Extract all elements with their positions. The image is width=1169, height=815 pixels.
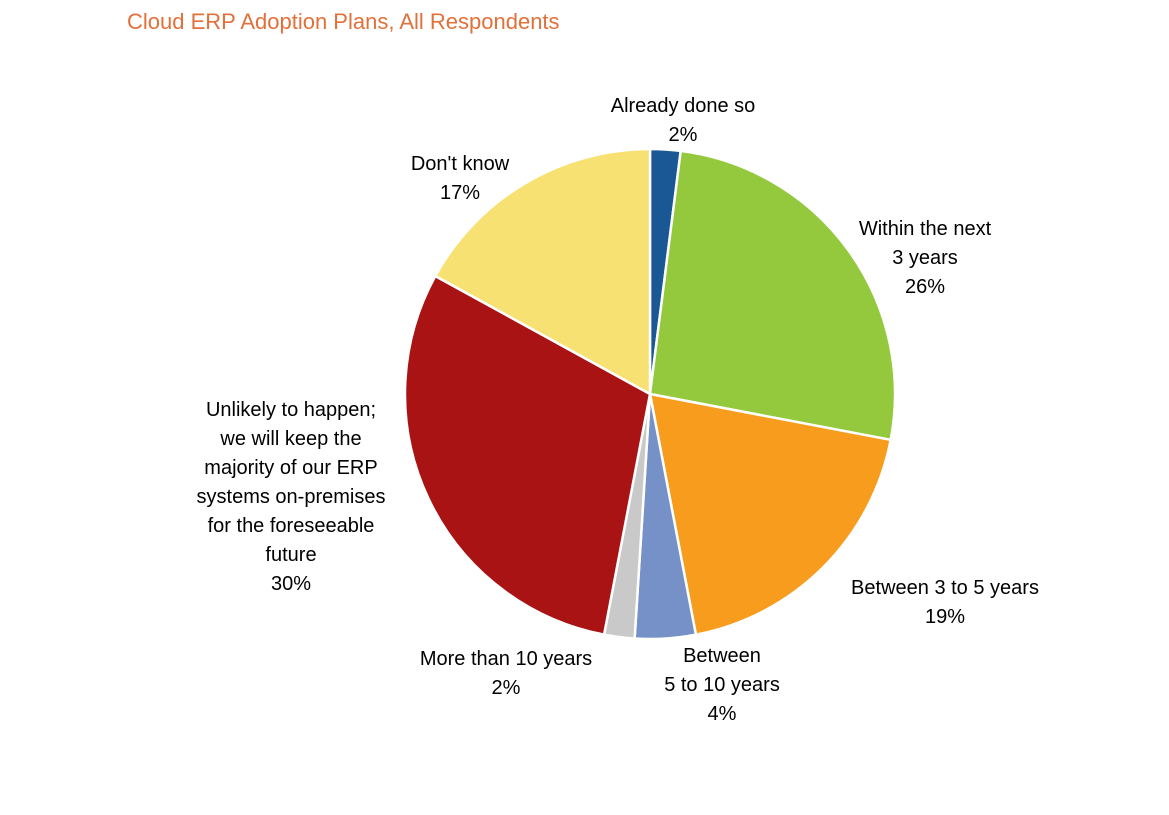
pie-slice-within-3-years [648, 149, 897, 442]
pie-slice-dont-know [434, 147, 652, 396]
chart-title: Cloud ERP Adoption Plans, All Respondent… [127, 9, 560, 34]
pie-slice-unlikely [403, 274, 652, 636]
pie-slice-between-3-5 [648, 392, 892, 636]
